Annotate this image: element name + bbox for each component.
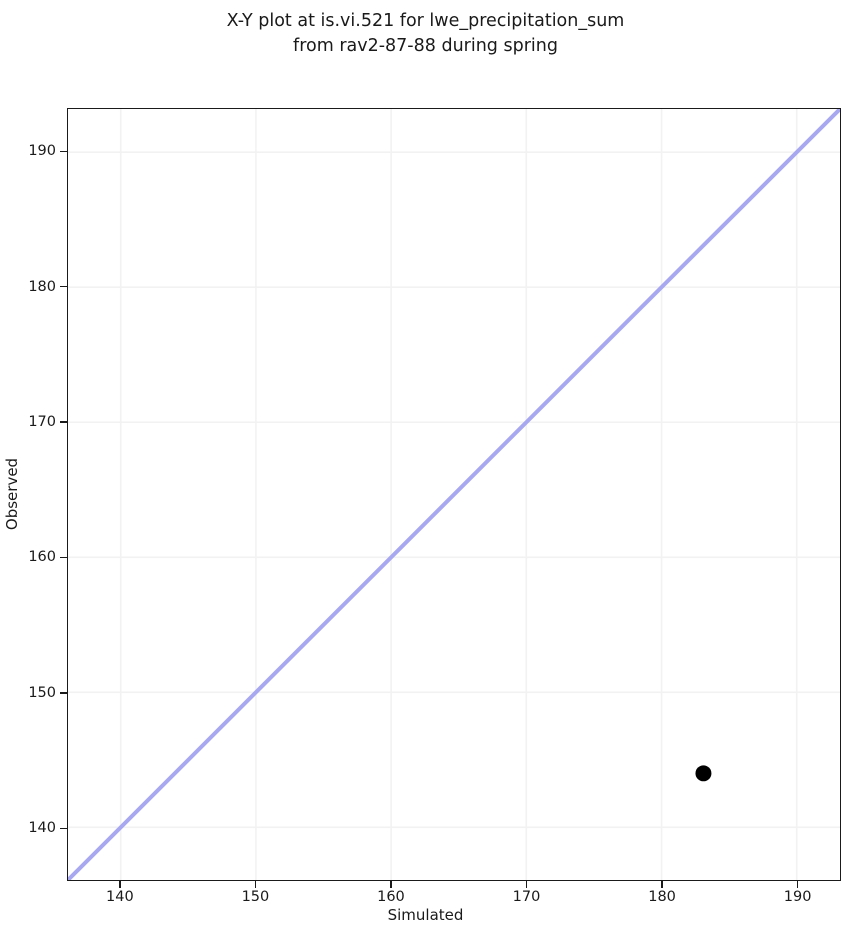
x-axis-label: Simulated (387, 906, 464, 924)
y-tick-label: 160 (28, 549, 56, 566)
y-tick-label: 170 (28, 414, 56, 431)
x-tick-mark (525, 881, 528, 888)
chart-title-line2: from rav2-87-88 during spring (293, 36, 558, 56)
identity-line (68, 109, 840, 880)
x-tick-mark (119, 881, 121, 888)
x-axis-tick-labels: 140 150 160 170 180 190 (0, 889, 851, 913)
y-axis-tick-labels: 140 150 160 170 180 190 (0, 0, 56, 934)
identity-line-group (68, 109, 840, 880)
plot-area (67, 108, 841, 881)
gridlines (68, 109, 840, 880)
x-tick-mark (390, 881, 392, 888)
x-tick-mark (254, 881, 257, 888)
x-tick-mark (796, 881, 799, 888)
y-tick-label: 180 (28, 278, 56, 295)
y-tick-mark (60, 150, 67, 152)
x-tick-label: 190 (783, 889, 812, 905)
x-tick-label: 170 (512, 889, 541, 905)
y-axis-label: Observed (3, 457, 21, 531)
x-tick-label: 180 (648, 889, 676, 905)
y-tick-label: 140 (28, 820, 56, 837)
y-tick-mark (60, 827, 67, 829)
data-point (695, 765, 712, 782)
x-tick-label: 150 (241, 889, 270, 905)
y-axis-label-wrapper: Observed (0, 0, 24, 934)
y-tick-mark (60, 421, 67, 423)
x-tick-label: 160 (377, 889, 405, 905)
y-tick-mark (60, 556, 67, 559)
y-tick-mark (60, 692, 67, 694)
y-tick-label: 190 (28, 143, 56, 160)
x-tick-mark (661, 881, 663, 888)
data-points-group (695, 765, 712, 782)
plot-canvas (68, 109, 840, 880)
chart-title: X-Y plot at is.vi.521 for lwe_precipitat… (0, 9, 851, 59)
y-tick-mark (60, 285, 67, 288)
chart-title-line1: X-Y plot at is.vi.521 for lwe_precipitat… (226, 11, 625, 31)
y-tick-label: 150 (28, 684, 56, 701)
x-tick-label: 140 (106, 889, 134, 905)
